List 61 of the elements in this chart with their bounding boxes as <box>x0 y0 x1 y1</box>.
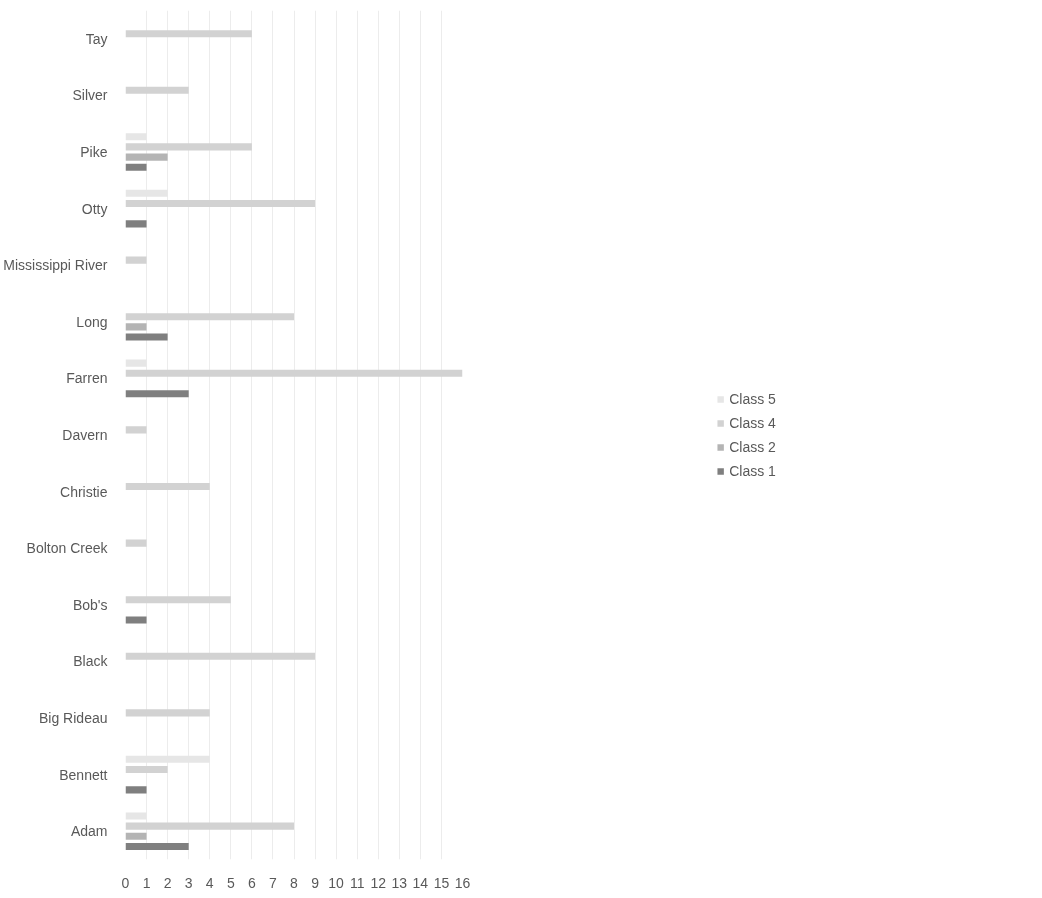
bar <box>125 786 147 794</box>
y-tick-label: Black <box>73 653 109 670</box>
x-tick-label: 9 <box>311 874 320 891</box>
x-tick-label: 12 <box>370 874 387 891</box>
bar <box>125 482 210 491</box>
x-tick-label: 8 <box>290 874 299 891</box>
x-tick-label: 1 <box>142 874 151 891</box>
y-tick-label: Adam <box>70 823 108 840</box>
x-tick-label: 16 <box>454 874 471 891</box>
x-tick-label: 13 <box>391 874 408 891</box>
x-tick-label: 6 <box>247 874 256 891</box>
bar <box>125 153 168 161</box>
bar <box>125 313 294 321</box>
y-tick-label: Bob's <box>72 596 108 613</box>
bar <box>125 143 252 151</box>
bar <box>125 765 168 774</box>
bar <box>125 220 147 228</box>
bar <box>125 369 463 377</box>
bar <box>125 426 147 434</box>
y-tick-label: Davern <box>62 427 108 443</box>
bar <box>125 30 252 38</box>
y-tick-label: Otty <box>81 200 108 217</box>
bar <box>125 323 147 331</box>
legend-label: Class 2 <box>729 438 776 455</box>
y-tick-label: Tay <box>85 30 108 47</box>
bar <box>125 333 168 341</box>
bar <box>125 390 189 398</box>
x-tick-label: 5 <box>226 874 235 891</box>
bar <box>125 709 210 717</box>
y-tick-label: Silver <box>72 87 108 104</box>
y-tick-label: Pike <box>80 144 108 160</box>
bar <box>125 199 316 208</box>
x-tick-label: 4 <box>205 874 214 891</box>
y-tick-label: Long <box>76 313 108 330</box>
bar <box>125 616 147 624</box>
bar <box>125 842 189 851</box>
bar <box>125 596 231 604</box>
y-tick-label: Bolton Creek <box>26 540 109 557</box>
x-tick-label: 15 <box>433 874 450 891</box>
bar <box>125 832 147 840</box>
legend-label: Class 5 <box>729 390 776 407</box>
bar <box>125 256 147 264</box>
bar <box>125 652 316 660</box>
legend-label: Class 4 <box>729 414 776 431</box>
bar <box>125 163 147 171</box>
bar <box>125 539 147 547</box>
x-tick-label: 0 <box>121 874 130 891</box>
y-tick-label: Big Rideau <box>39 710 108 726</box>
bar <box>125 86 189 94</box>
x-tick-label: 10 <box>328 874 345 891</box>
y-tick-label: Bennett <box>59 766 108 783</box>
y-tick-label: Farren <box>66 370 108 387</box>
y-tick-label: Mississippi River <box>3 257 108 274</box>
x-tick-label: 11 <box>349 874 365 891</box>
x-tick-label: 2 <box>163 874 172 891</box>
x-tick-label: 14 <box>412 874 429 891</box>
x-tick-label: 7 <box>269 874 278 891</box>
legend-label: Class 1 <box>729 462 776 479</box>
bar <box>125 822 294 830</box>
x-tick-label: 3 <box>184 874 193 891</box>
y-tick-label: Christie <box>60 483 108 500</box>
